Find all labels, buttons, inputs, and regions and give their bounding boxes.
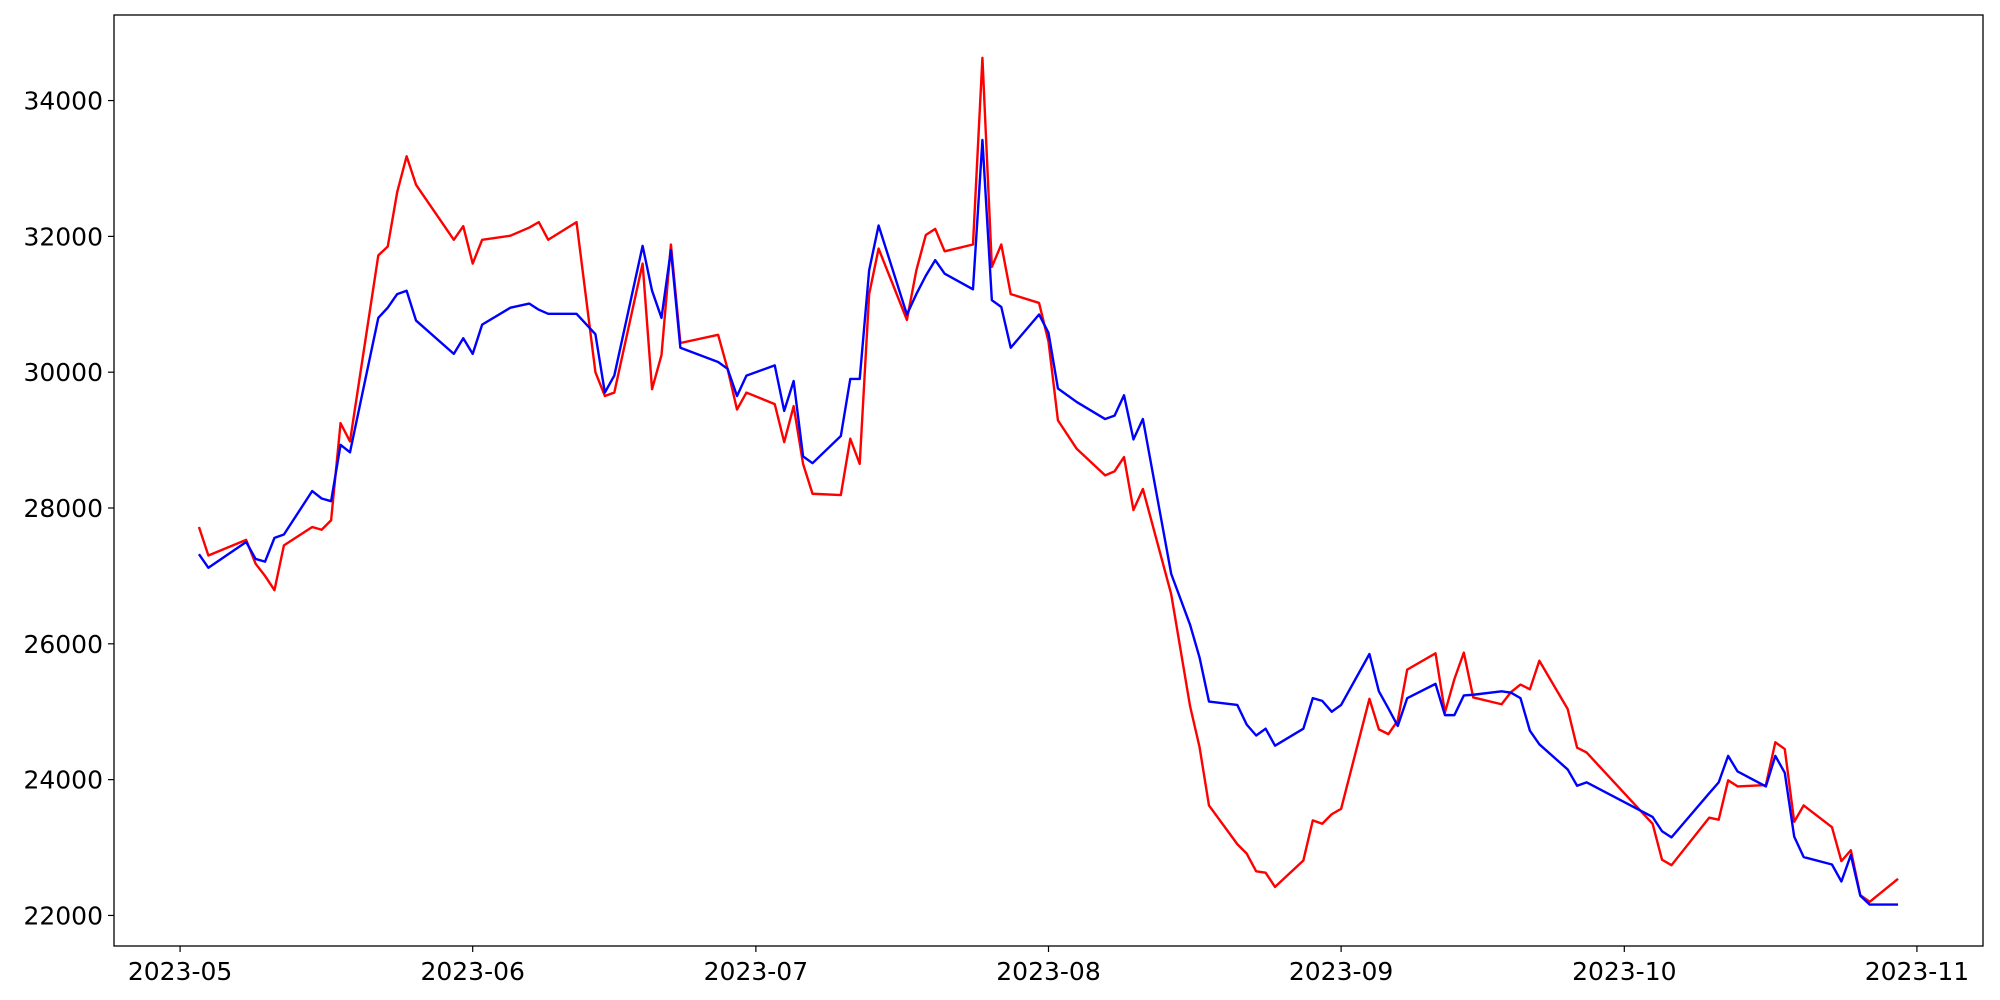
x-tick-label: 2023-09 [1289,957,1393,986]
y-tick-label: 22000 [23,901,103,930]
y-tick-label: 28000 [23,494,103,523]
x-tick-label: 2023-05 [128,957,232,986]
x-tick-label: 2023-11 [1865,957,1969,986]
y-tick-label: 32000 [23,222,103,251]
series-line [197,56,1899,904]
plot-frame [113,14,1984,947]
x-tick-label: 2023-08 [996,957,1100,986]
y-tick-label: 24000 [23,766,103,795]
y-tick-label: 34000 [23,87,103,116]
x-tick-label: 2023-07 [704,957,808,986]
y-tick-label: 26000 [23,630,103,659]
series-line [197,138,1899,906]
x-tick-label: 2023-06 [420,957,524,986]
x-tick-label: 2023-10 [1572,957,1676,986]
y-tick-label: 30000 [23,358,103,387]
